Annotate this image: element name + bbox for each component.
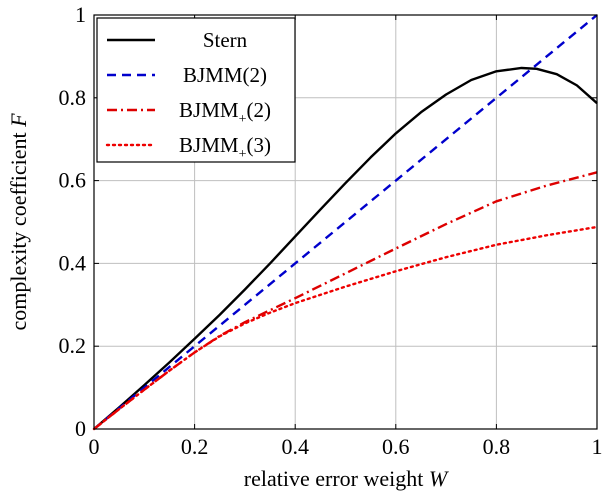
series-line-1 [93,14,598,430]
y-tick-label: 0.4 [59,250,87,275]
plot-frame [93,14,598,430]
x-tick-label: 0.2 [181,434,209,459]
y-tick-label: 0.6 [59,168,87,193]
legend: Stern BJMM(2) BJMM+(2) BJMM+(3) [96,17,296,163]
tick-layer: 0 0.2 0.4 0.6 0.8 1 0 0.2 0.4 0.6 0.8 1 [59,2,603,459]
x-tick-label: 0.6 [382,434,410,459]
x-tick-label: 0 [89,434,100,459]
y-tick-label: 0.8 [59,85,87,110]
legend-label-3: BJMM+(3) [179,133,271,162]
x-tick-label: 1 [592,434,603,459]
x-tick-label: 0.8 [483,434,511,459]
y-tick-label: 0.2 [59,333,87,358]
y-axis-label: complexity coefficient F [6,113,31,331]
legend-label-2: BJMM+(2) [179,98,271,127]
series-line-0 [93,66,598,430]
y-tick-label: 1 [75,2,86,27]
legend-label-0: Stern [203,28,248,52]
legend-label-1: BJMM(2) [183,63,267,87]
y-tick-label: 0 [75,416,86,441]
x-axis-label: relative error weight W [244,466,449,491]
series-line-3 [92,225,599,431]
legend-box [96,17,296,163]
series-line-2 [93,171,598,430]
x-tick-label: 0.4 [281,434,309,459]
series-layer [92,14,599,431]
